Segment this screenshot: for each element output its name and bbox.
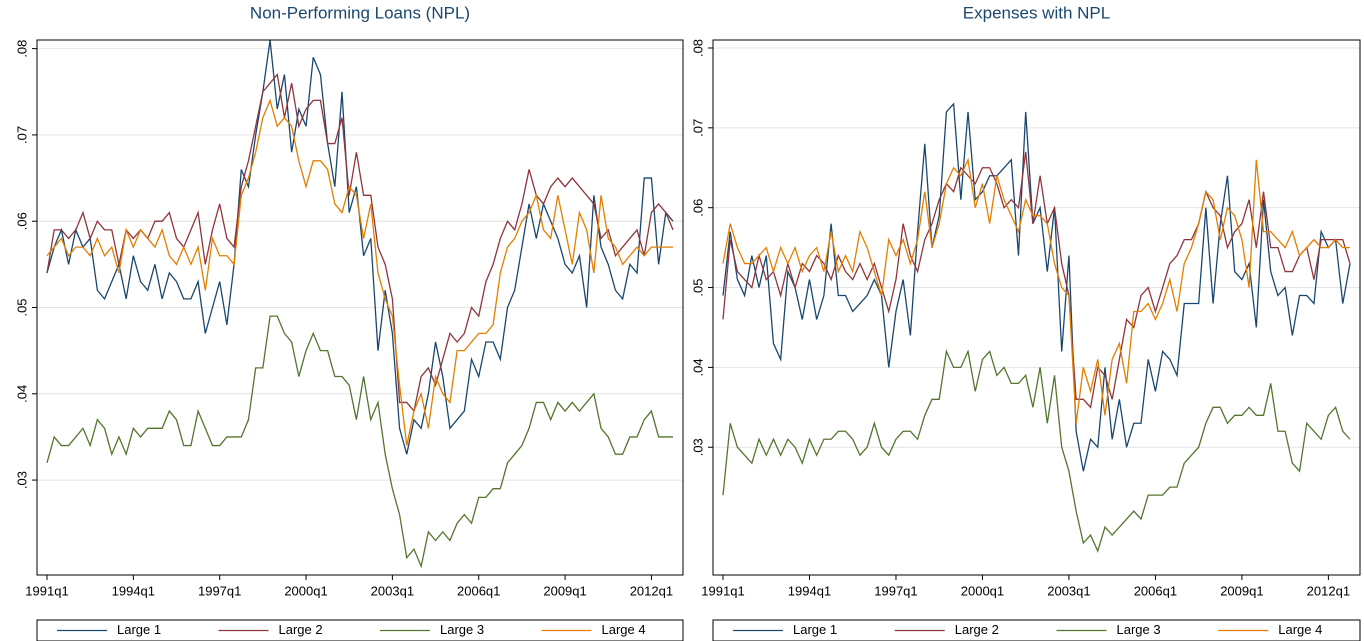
y-tick-label: .03 <box>690 438 705 456</box>
series-line <box>46 315 673 569</box>
x-tick-label: 1994q1 <box>112 583 155 598</box>
chart-title: Expenses with NPL <box>963 3 1110 22</box>
x-tick-label: 2000q1 <box>284 583 327 598</box>
y-tick-label: .06 <box>14 212 29 230</box>
series-line <box>722 151 1351 409</box>
y-tick-label: .07 <box>690 119 705 137</box>
x-tick-label: 2000q1 <box>961 583 1004 598</box>
chart-title: Non-Performing Loans (NPL) <box>250 3 470 22</box>
x-tick-label: 2006q1 <box>1134 583 1177 598</box>
y-tick-label: .04 <box>690 358 705 376</box>
series-line <box>46 73 674 413</box>
legend-box <box>712 619 1361 641</box>
x-tick-label: 1991q1 <box>701 583 744 598</box>
plot-frame <box>712 39 1361 576</box>
y-tick-label: .06 <box>690 199 705 217</box>
y-tick-label: .08 <box>690 39 705 57</box>
legend-box <box>36 619 684 641</box>
x-tick-label: 1997q1 <box>198 583 241 598</box>
series-line <box>722 157 1350 424</box>
x-tick-label: 2009q1 <box>1220 583 1263 598</box>
legend-label: Large 3 <box>1117 622 1161 637</box>
y-tick-label: .03 <box>14 471 29 489</box>
legend-label: Large 2 <box>279 622 323 637</box>
x-tick-label: 2003q1 <box>1047 583 1090 598</box>
y-tick-label: .05 <box>690 278 705 296</box>
legend-label: Large 4 <box>1278 622 1322 637</box>
x-tick-label: 2012q1 <box>630 583 673 598</box>
x-tick-label: 1991q1 <box>25 583 68 598</box>
legend-label: Large 2 <box>955 622 999 637</box>
x-tick-label: 1997q1 <box>874 583 917 598</box>
y-tick-label: .04 <box>14 385 29 403</box>
x-tick-label: 2009q1 <box>543 583 586 598</box>
legend-label: Large 4 <box>602 622 646 637</box>
y-tick-label: .08 <box>14 40 29 58</box>
x-tick-label: 2012q1 <box>1307 583 1350 598</box>
x-tick-label: 2003q1 <box>371 583 414 598</box>
series-line <box>46 39 674 455</box>
x-tick-label: 1994q1 <box>788 583 831 598</box>
y-tick-label: .07 <box>14 126 29 144</box>
series-line <box>722 349 1351 553</box>
legend-label: Large 1 <box>793 622 837 637</box>
series-line <box>46 98 673 446</box>
legend-label: Large 3 <box>440 622 484 637</box>
legend-label: Large 1 <box>117 622 161 637</box>
y-tick-label: .05 <box>14 298 29 316</box>
x-tick-label: 2006q1 <box>457 583 500 598</box>
plot-frame <box>36 39 684 576</box>
